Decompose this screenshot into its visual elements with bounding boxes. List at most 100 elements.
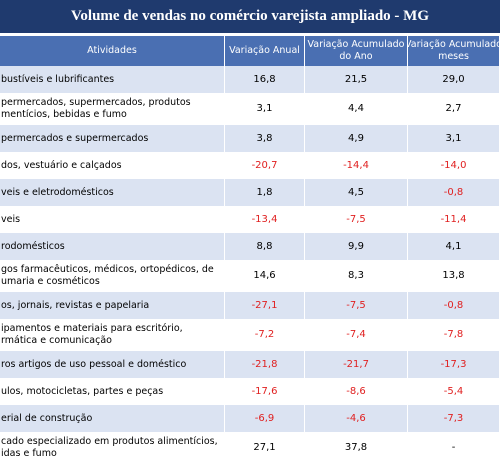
table-row: ulos, motocicletas, partes e peças -17,6 -…	[0, 378, 500, 405]
header-text: Atividades	[87, 45, 137, 56]
value-text: 13,8	[442, 270, 465, 281]
value-cell: -7,3	[408, 405, 500, 432]
value-cell: 14,6	[225, 260, 305, 292]
value-cell: -21,7	[305, 351, 408, 378]
value-cell: 8,8	[225, 233, 305, 260]
activity-text: dos, vestuário e calçados	[1, 159, 122, 171]
value-text: -0,8	[443, 186, 464, 198]
value-text: 4,4	[348, 103, 364, 114]
value-text: 4,5	[348, 186, 364, 198]
value-text: 3,1	[256, 103, 273, 114]
value-cell: 4,1	[408, 233, 500, 260]
value-cell: 21,5	[305, 66, 408, 93]
table-row: permercados e supermercados 3,8 4,9 3,1	[0, 125, 500, 152]
value-cell: 13,8	[408, 260, 500, 292]
value-cell: 4,9	[305, 125, 408, 152]
header-text: do Ano	[339, 51, 373, 62]
header-text: Variação Acumulado	[307, 39, 405, 50]
activity-cell: ros artigos de uso pessoal e doméstico	[0, 351, 225, 378]
value-cell: 4,5	[305, 179, 408, 206]
value-text: 14,6	[253, 270, 276, 281]
value-cell: 9,9	[305, 233, 408, 260]
value-cell: -0,8	[408, 179, 500, 206]
value-text: -0,8	[443, 299, 464, 311]
value-text: -7,5	[346, 299, 366, 311]
table-row: gos farmacêuticos, médicos, ortopédicos,…	[0, 260, 500, 292]
value-cell: -7,4	[305, 319, 408, 351]
value-text: -17,6	[251, 385, 278, 397]
value-text: -14,4	[343, 159, 369, 171]
value-text: 3,8	[256, 132, 273, 144]
table-row: ipamentos e materiais para escritório, rm…	[0, 319, 500, 351]
header-cell: Variação Acumulado do Ano	[305, 36, 408, 66]
value-cell: -0,8	[408, 292, 500, 319]
activity-text: erial de construção	[1, 412, 93, 424]
activity-text: gos farmacêuticos, médicos, ortopédicos,…	[1, 264, 214, 275]
value-text: 1,8	[256, 186, 273, 198]
value-text: 37,8	[344, 442, 368, 453]
activity-cell: os, jornais, revistas e papelaria	[0, 292, 225, 319]
value-text: -21,7	[343, 358, 369, 370]
activity-cell: erial de construção	[0, 405, 225, 432]
value-text: -7,5	[346, 213, 366, 225]
value-text: -7,8	[443, 329, 464, 340]
activity-cell: dos, vestuário e calçados	[0, 152, 225, 179]
value-cell: -7,5	[305, 292, 408, 319]
table-row: veis -13,4 -7,5 -11,4	[0, 206, 500, 233]
activity-cell: ipamentos e materiais para escritório, rm…	[0, 319, 225, 351]
activity-text: idas e fumo	[1, 448, 57, 459]
value-cell: 3,1	[408, 125, 500, 152]
activity-text: permercados, supermercados, produtos	[1, 97, 191, 108]
value-cell: -7,5	[305, 206, 408, 233]
value-text: -7,4	[346, 329, 366, 340]
header-cell: Variação Acumulado meses	[408, 36, 500, 66]
value-text: -5,4	[443, 385, 464, 397]
value-text: -20,7	[251, 159, 278, 171]
value-text: -17,3	[440, 358, 467, 370]
table-row: permercados, supermercados, produtos ment…	[0, 93, 500, 125]
value-cell: -6,9	[225, 405, 305, 432]
activity-cell: rodomésticos	[0, 233, 225, 260]
value-text: -27,1	[251, 299, 278, 311]
value-text: 8,8	[256, 240, 273, 252]
header-cell: Atividades	[0, 36, 225, 66]
table-row: bustíveis e lubrificantes 16,8 21,5 29,0	[0, 66, 500, 93]
value-cell: -14,0	[408, 152, 500, 179]
value-text: -4,6	[346, 412, 366, 424]
value-cell: -7,2	[225, 319, 305, 351]
value-cell: 3,1	[225, 93, 305, 125]
table-title: Volume de vendas no comércio varejista a…	[0, 0, 500, 33]
value-cell: 29,0	[408, 66, 500, 93]
table-row: veis e eletrodomésticos 1,8 4,5 -0,8	[0, 179, 500, 206]
table-row: ros artigos de uso pessoal e doméstico -2…	[0, 351, 500, 378]
header-row: Atividades Variação Anual Variação Acumula…	[0, 36, 500, 66]
value-text: 2,7	[445, 103, 462, 114]
value-cell: -20,7	[225, 152, 305, 179]
activity-text: cado especializado em produtos alimentíc…	[1, 436, 218, 447]
activity-cell: cado especializado em produtos alimentíc…	[0, 432, 225, 461]
value-text: -6,9	[254, 412, 275, 424]
activity-cell: ulos, motocicletas, partes e peças	[0, 378, 225, 405]
value-cell: -21,8	[225, 351, 305, 378]
value-text: 3,1	[445, 132, 462, 144]
activity-text: ros artigos de uso pessoal e doméstico	[1, 358, 187, 370]
value-text: -	[451, 442, 456, 453]
value-cell: 37,8	[305, 432, 408, 461]
value-cell: -17,6	[225, 378, 305, 405]
value-cell: -4,6	[305, 405, 408, 432]
value-text: -14,0	[440, 159, 467, 171]
value-cell: -5,4	[408, 378, 500, 405]
value-text: -13,4	[251, 213, 278, 225]
value-text: 4,9	[348, 132, 364, 144]
value-cell: -7,8	[408, 319, 500, 351]
activity-cell: gos farmacêuticos, médicos, ortopédicos,…	[0, 260, 225, 292]
activity-cell: permercados, supermercados, produtos ment…	[0, 93, 225, 125]
value-cell: -8,6	[305, 378, 408, 405]
activity-text: veis	[1, 213, 21, 225]
value-cell: 27,1	[225, 432, 305, 461]
value-cell: 4,4	[305, 93, 408, 125]
value-text: 4,1	[445, 240, 462, 252]
table-row: cado especializado em produtos alimentíc…	[0, 432, 500, 461]
activity-text: rmática e comunicação	[1, 335, 112, 346]
value-cell: 1,8	[225, 179, 305, 206]
